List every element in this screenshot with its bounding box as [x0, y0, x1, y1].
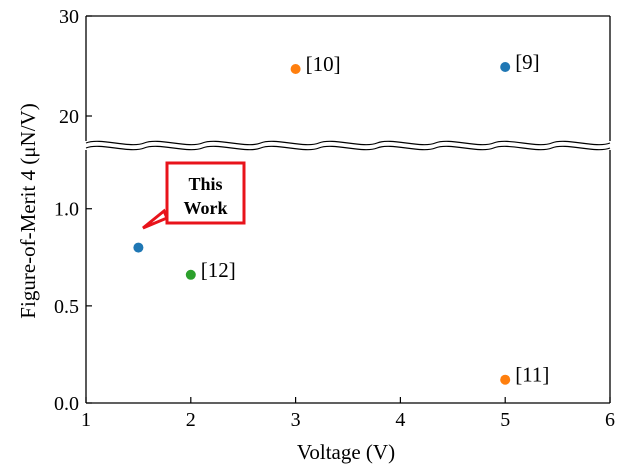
point-label: [12] — [201, 258, 236, 282]
x-tick-label: 3 — [291, 409, 301, 431]
x-tick-label: 1 — [81, 409, 91, 431]
callout-line-1: This — [188, 174, 222, 194]
x-tick-label: 2 — [186, 409, 196, 431]
data-point — [133, 242, 144, 253]
x-axis-title: Voltage (V) — [297, 440, 395, 464]
callout-box — [165, 161, 246, 225]
x-tick-label: 5 — [500, 409, 510, 431]
y-axis-title: Figure-of-Merit 4 (μN/V) — [16, 103, 40, 318]
y-tick-label-lower: 0.5 — [54, 296, 79, 318]
y-tick-label-upper: 30 — [59, 6, 79, 28]
y-tick-label-upper: 20 — [59, 106, 79, 128]
point-label: [11] — [515, 363, 549, 387]
this-work-callout: This Work — [142, 161, 246, 230]
data-point — [500, 374, 511, 385]
y-tick-label-lower: 0.0 — [54, 393, 79, 415]
data-point — [185, 269, 196, 280]
break-wave-lower — [85, 145, 611, 151]
callout-pointer — [142, 208, 169, 230]
data-point — [500, 62, 511, 72]
y-tick-label-lower: 1.0 — [54, 199, 79, 221]
callout-pointer-mask — [168, 210, 175, 220]
data-point — [290, 64, 301, 74]
x-tick-label: 4 — [395, 409, 405, 431]
data-points — [133, 62, 511, 385]
callout-line-2: Work — [183, 198, 227, 218]
axis-ticks: 1 2 3 4 5 6 20 30 0.0 0.5 1.0 — [54, 6, 615, 431]
point-label: [10] — [306, 52, 341, 76]
break-wave-upper — [85, 140, 611, 146]
axes — [80, 15, 616, 404]
point-labels: [12] [10] [9] [11] — [201, 50, 550, 387]
break-gap — [80, 142, 616, 149]
x-tick-label: 6 — [605, 409, 615, 431]
point-label: [9] — [515, 50, 540, 74]
